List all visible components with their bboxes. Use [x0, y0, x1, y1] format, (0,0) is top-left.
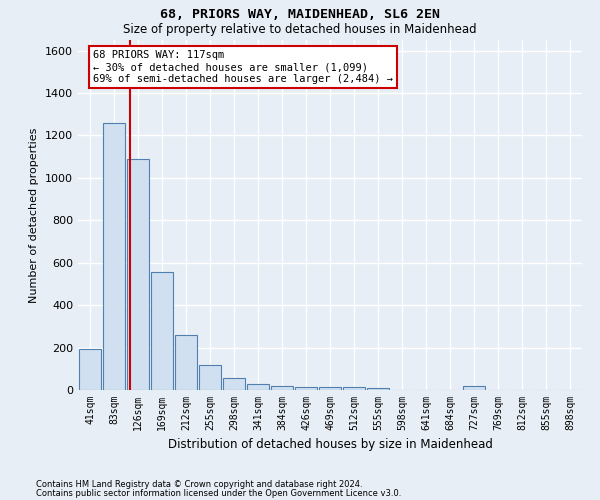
Bar	[319, 387, 341, 390]
Bar	[151, 272, 173, 390]
Bar	[175, 335, 197, 390]
Bar	[103, 122, 125, 390]
Text: Contains HM Land Registry data © Crown copyright and database right 2024.: Contains HM Land Registry data © Crown c…	[36, 480, 362, 489]
Bar	[367, 388, 389, 390]
Bar	[127, 159, 149, 390]
Y-axis label: Number of detached properties: Number of detached properties	[29, 128, 40, 302]
Bar	[247, 384, 269, 390]
Text: 68, PRIORS WAY, MAIDENHEAD, SL6 2EN: 68, PRIORS WAY, MAIDENHEAD, SL6 2EN	[160, 8, 440, 20]
Bar	[343, 388, 365, 390]
Bar	[463, 386, 485, 390]
Bar	[199, 364, 221, 390]
Text: Size of property relative to detached houses in Maidenhead: Size of property relative to detached ho…	[123, 22, 477, 36]
Bar	[271, 386, 293, 390]
Text: Contains public sector information licensed under the Open Government Licence v3: Contains public sector information licen…	[36, 490, 401, 498]
Text: 68 PRIORS WAY: 117sqm
← 30% of detached houses are smaller (1,099)
69% of semi-d: 68 PRIORS WAY: 117sqm ← 30% of detached …	[93, 50, 393, 84]
Bar	[79, 349, 101, 390]
Bar	[223, 378, 245, 390]
Bar	[295, 387, 317, 390]
X-axis label: Distribution of detached houses by size in Maidenhead: Distribution of detached houses by size …	[167, 438, 493, 452]
